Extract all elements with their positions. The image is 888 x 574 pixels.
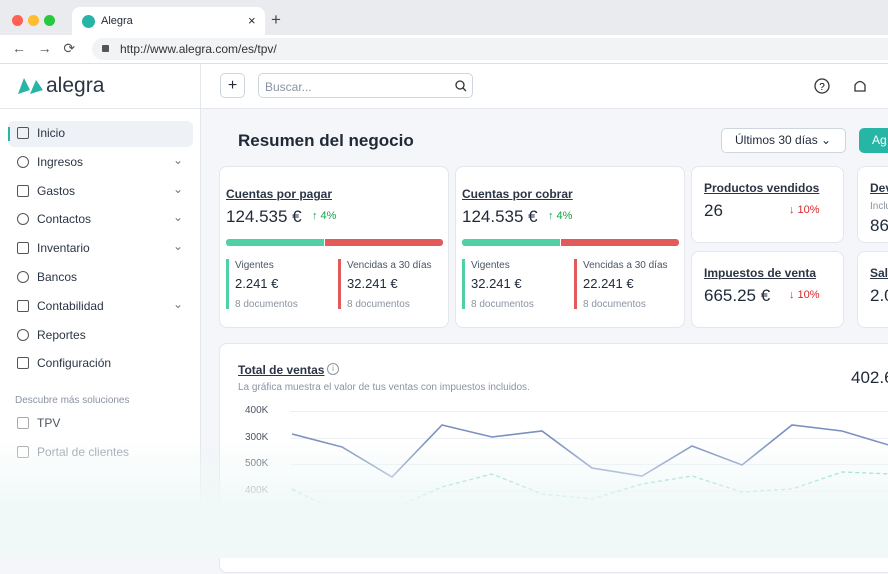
nav-icon xyxy=(17,242,29,255)
stat-card: Dev Inclu 86 xyxy=(857,166,888,243)
card-change: ↑ 4% xyxy=(548,210,573,222)
sub-label: Vencidas a 30 días xyxy=(347,260,432,271)
card-amount: 124.535 € xyxy=(462,207,538,226)
sub-label: Vigentes xyxy=(235,260,274,271)
nav-icon xyxy=(17,328,29,341)
tab[interactable]: Alegra × xyxy=(72,7,265,35)
nav-item[interactable]: Ingresos xyxy=(37,154,84,169)
stat-value: 665.25 € xyxy=(704,286,771,305)
bar-red xyxy=(561,239,679,246)
logo-icon xyxy=(18,78,43,94)
account-card: Cuentas por cobrar 124.535 € ↑ 4% Vigentes 3… xyxy=(455,166,685,328)
nav-item[interactable]: Configuración xyxy=(37,356,112,371)
sales-title: Total de ventas xyxy=(238,363,325,377)
stat-change: ↓ 10% xyxy=(789,289,820,301)
bar-accent xyxy=(462,259,465,309)
sub-docs: 8 documentos xyxy=(347,299,410,310)
add-button[interactable]: + xyxy=(220,73,245,98)
stat-card: Productos vendidos 26 ↓ 10% xyxy=(691,166,844,243)
grid-line xyxy=(290,411,888,412)
tab-bar: Alegra × + xyxy=(0,0,888,35)
card-change: ↑ 4% xyxy=(312,210,337,222)
nav-item[interactable]: Reportes xyxy=(37,327,86,342)
stat-title[interactable]: Impuestos de venta xyxy=(704,266,817,280)
nav-item[interactable]: Inicio xyxy=(37,126,66,140)
stat-value: 26 xyxy=(704,201,723,220)
chevron: ⌄ xyxy=(173,181,184,196)
grid-line xyxy=(290,437,888,439)
nav-item[interactable]: Bancos xyxy=(37,270,78,284)
sub-amount: 32.241 € xyxy=(471,276,522,291)
card-title[interactable]: Cuentas por cobrar xyxy=(462,187,573,201)
chevron: ⌄ xyxy=(173,239,184,254)
app-header: alegra + Buscar... ? xyxy=(0,64,888,109)
chevron: ⌄ xyxy=(173,296,184,311)
sub-docs: 8 documentos xyxy=(235,299,298,310)
stat-card: Sal 2.0 xyxy=(857,251,888,328)
sub-amount: 22.241 € xyxy=(583,276,634,291)
nav-icon xyxy=(17,417,29,429)
sales-subtitle: La gráfica muestra el valor de tus venta… xyxy=(238,382,530,393)
nav-item[interactable]: TPV xyxy=(37,416,61,430)
sub-label: Vencidas a 30 días xyxy=(583,260,668,271)
url[interactable]: http://www.alegra.com/es/tpv/ xyxy=(120,42,277,56)
stat-value: 2.0 xyxy=(870,286,888,305)
sales-total: 402.6 xyxy=(851,368,888,387)
bar-accent xyxy=(574,259,577,309)
y-tick-label: 300K xyxy=(245,431,269,443)
page-title: Resumen del negocio xyxy=(238,131,414,150)
nav-icon xyxy=(17,213,29,226)
card-amount: 124.535 € xyxy=(226,207,302,226)
nav-icon xyxy=(17,299,29,312)
nav-icon xyxy=(17,357,29,370)
svg-text:?: ? xyxy=(819,82,825,93)
chevron: ⌄ xyxy=(173,210,184,225)
period-select[interactable]: Últimos 30 días ⌄ xyxy=(721,128,846,153)
stat-title[interactable]: Productos vendidos xyxy=(704,181,820,195)
search-placeholder: Buscar... xyxy=(265,80,312,94)
bar-accent xyxy=(226,259,229,309)
logo: alegra xyxy=(46,74,105,97)
action-button[interactable]: Ag xyxy=(859,128,888,153)
tab-title: Alegra xyxy=(101,15,133,27)
sub-amount: 32.241 € xyxy=(347,276,398,291)
stat-note: Inclu xyxy=(870,201,888,212)
stat-card: Impuestos de venta 665.25 € ↓ 10% xyxy=(691,251,844,328)
nav-item[interactable]: Inventario xyxy=(37,241,90,256)
account-card: Cuentas por pagar 124.535 € ↑ 4% Vigentes 2.… xyxy=(219,166,449,328)
nav-icon xyxy=(17,127,29,139)
nav-icon xyxy=(17,271,29,283)
nav-item[interactable]: Gastos xyxy=(37,183,76,198)
chevron: ⌄ xyxy=(173,152,184,167)
sub-amount: 2.241 € xyxy=(235,276,279,291)
nav-item[interactable]: Contactos xyxy=(37,212,92,227)
sub-docs: 8 documentos xyxy=(583,299,646,310)
sub-docs: 8 documentos xyxy=(471,299,534,310)
stat-value: 86 xyxy=(870,216,888,235)
bar-green xyxy=(226,239,324,246)
bar-accent xyxy=(338,259,341,309)
fade xyxy=(0,440,888,558)
search[interactable]: Buscar... xyxy=(258,73,473,98)
card-title[interactable]: Cuentas por pagar xyxy=(226,187,333,201)
stat-title[interactable]: Sal xyxy=(870,266,888,280)
sub-label: Vigentes xyxy=(471,260,510,271)
action: Ag xyxy=(872,133,887,147)
y-tick-label: 400K xyxy=(245,405,269,416)
nav-icon xyxy=(17,155,29,168)
bar-red xyxy=(325,239,443,246)
stat-change: ↓ 10% xyxy=(789,204,820,216)
address-bar: ← → ⟳ http://www.alegra.com/es/tpv/ xyxy=(0,35,888,64)
stat-title[interactable]: Dev xyxy=(870,181,888,195)
nav-icon xyxy=(17,184,29,197)
section-label: Descubre más soluciones xyxy=(15,395,130,406)
nav-item[interactable]: Contabilidad xyxy=(37,298,104,313)
header-icons[interactable]: ? xyxy=(814,78,870,96)
period: Últimos 30 días xyxy=(735,133,818,147)
bar-green xyxy=(462,239,560,246)
